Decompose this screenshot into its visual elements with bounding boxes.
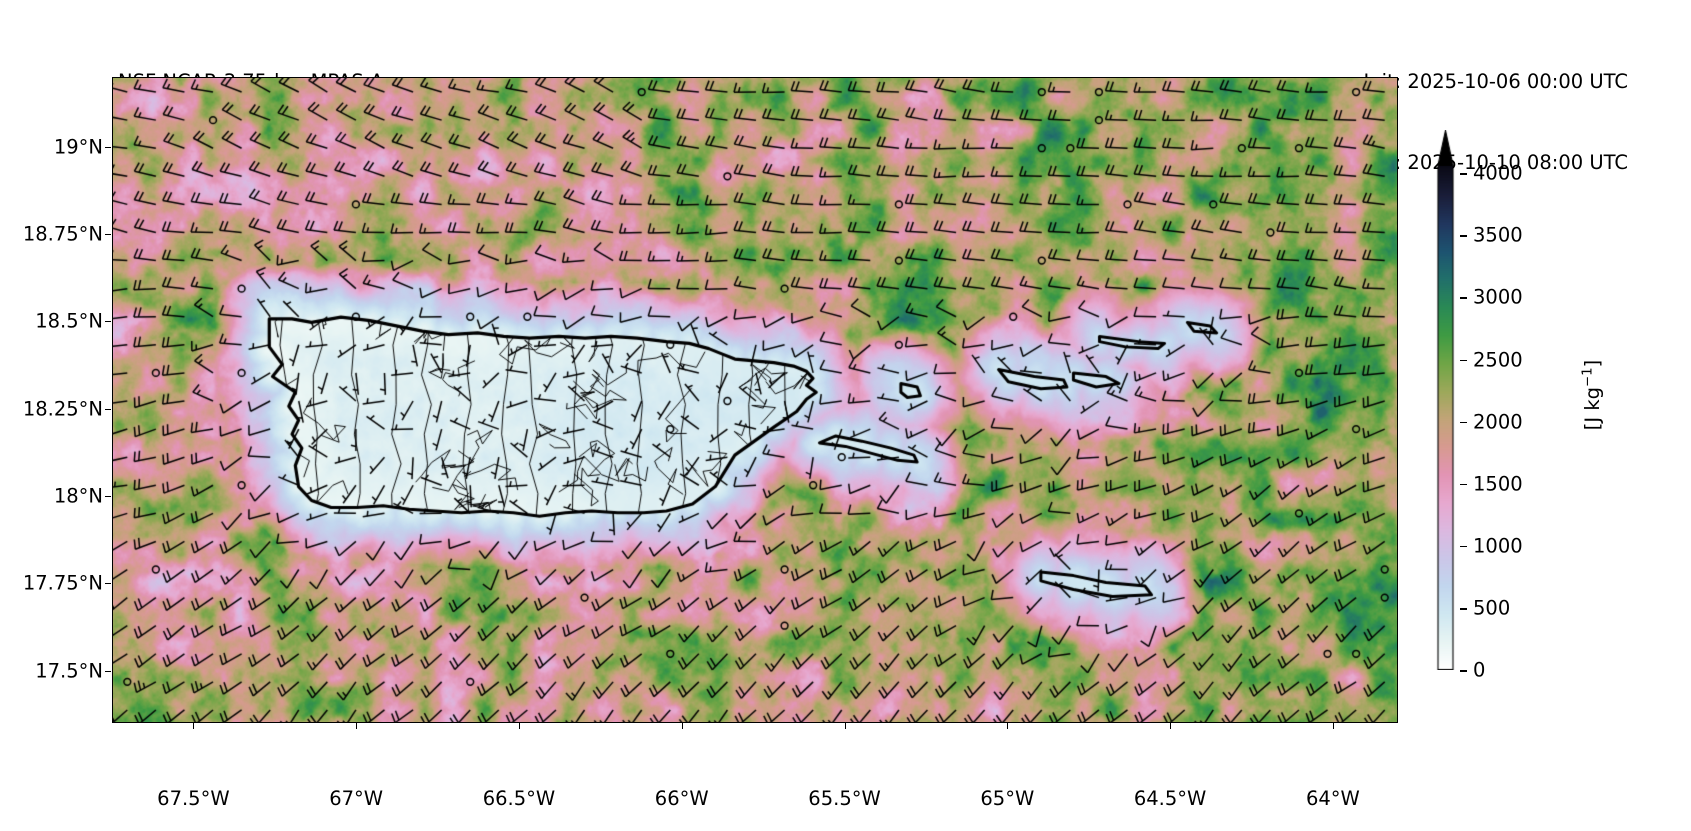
colorbar-tick-mark — [1460, 483, 1467, 486]
colorbar-axis-label: [J kg−1] — [1580, 359, 1604, 431]
y-tick-mark — [105, 408, 111, 410]
y-tick-label: 18.25°N — [22, 397, 103, 421]
x-tick-mark — [356, 723, 358, 729]
x-tick-label: 64.5°W — [1133, 787, 1207, 810]
x-tick-label: 65°W — [980, 787, 1035, 810]
x-tick-label: 64°W — [1305, 787, 1360, 810]
colorbar-tick-mark — [1460, 421, 1467, 424]
map-plot-area[interactable] — [112, 77, 1398, 723]
x-tick-mark — [1170, 723, 1172, 729]
colorbar-tick-label: 500 — [1473, 596, 1511, 620]
colorbar-tick-mark — [1460, 607, 1467, 610]
x-tick-label: 66°W — [654, 787, 709, 810]
y-tick-label: 18.5°N — [35, 309, 103, 333]
colorbar-tick-mark — [1460, 359, 1467, 362]
y-tick-label: 18°N — [53, 484, 103, 508]
x-tick-mark — [1332, 723, 1334, 729]
x-tick-mark — [193, 723, 195, 729]
y-tick-label: 17.5°N — [35, 659, 103, 683]
x-tick-label: 66.5°W — [482, 787, 556, 810]
x-tick-label: 65.5°W — [808, 787, 881, 810]
x-tick-mark — [1007, 723, 1009, 729]
colorbar-tick-label: 2000 — [1473, 410, 1523, 434]
colorbar-tick-label: 3000 — [1473, 285, 1523, 309]
x-tick-label: 67.5°W — [157, 787, 230, 810]
x-tick-mark — [844, 723, 846, 729]
colorbar[interactable] — [1430, 130, 1460, 670]
colorbar-tick-mark — [1460, 670, 1467, 672]
y-tick-label: 19°N — [53, 135, 103, 159]
colorbar-tick-label: 1500 — [1473, 472, 1523, 496]
colorbar-tick-label: 0 — [1473, 658, 1486, 682]
colorbar-tick-mark — [1460, 297, 1467, 300]
y-tick-label: 18.75°N — [22, 222, 103, 246]
y-tick-label: 17.75°N — [22, 571, 103, 595]
y-tick-mark — [105, 496, 111, 498]
colorbar-tick-label: 3500 — [1473, 223, 1523, 247]
y-tick-mark — [105, 670, 111, 672]
colorbar-tick-mark — [1460, 173, 1467, 175]
x-tick-label: 67°W — [329, 787, 384, 810]
colorbar-tick-label: 1000 — [1473, 534, 1523, 558]
y-tick-mark — [105, 146, 111, 148]
x-tick-mark — [518, 723, 520, 729]
x-tick-mark — [681, 723, 683, 729]
y-tick-mark — [105, 583, 111, 585]
cape-field-heatmap — [113, 78, 1397, 722]
colorbar-tick-label: 4000 — [1473, 161, 1523, 185]
y-tick-mark — [105, 321, 111, 323]
colorbar-tick-mark — [1460, 235, 1467, 237]
y-tick-mark — [105, 234, 111, 236]
colorbar-tick-label: 2500 — [1473, 348, 1523, 372]
colorbar-gradient — [1430, 130, 1460, 670]
colorbar-tick-mark — [1460, 545, 1467, 548]
